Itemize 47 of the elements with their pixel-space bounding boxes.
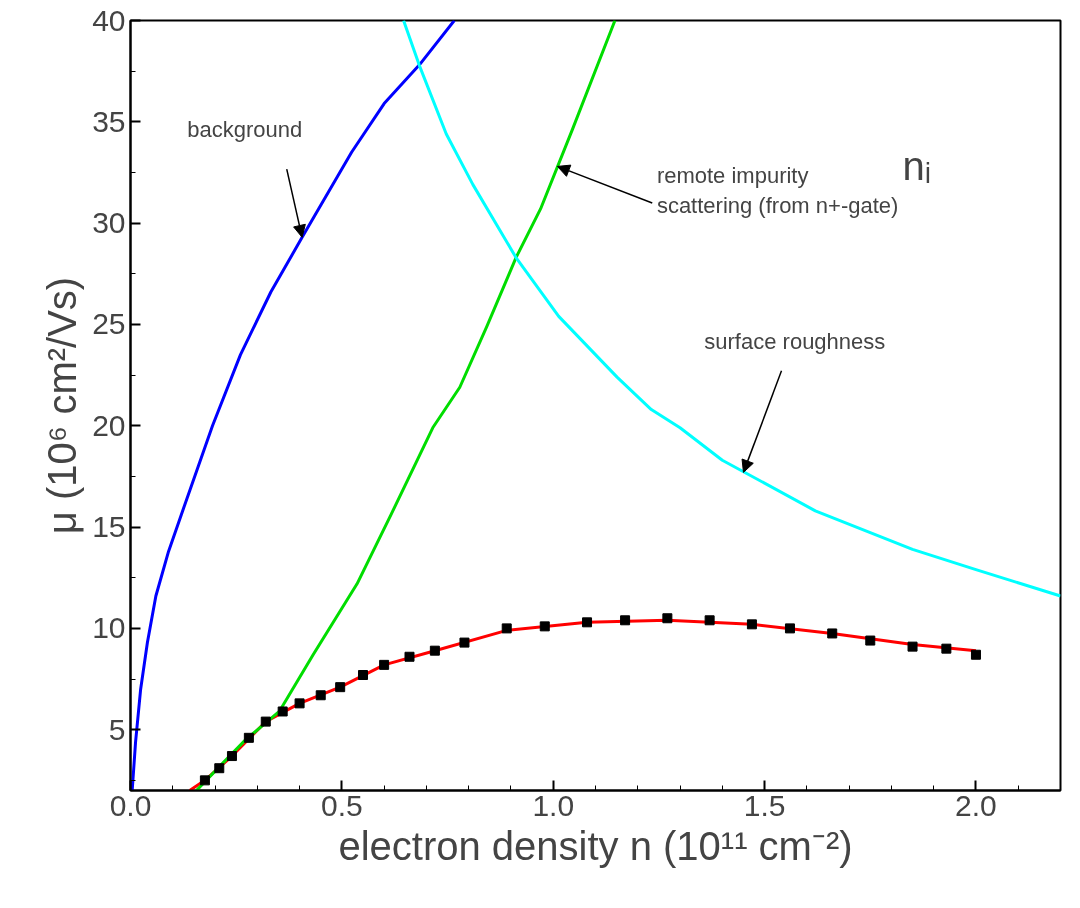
point	[294, 698, 305, 709]
point	[199, 775, 210, 786]
point	[865, 635, 876, 646]
point	[358, 670, 368, 680]
y-tick-label: 25	[92, 307, 126, 341]
y-tick-label: 5	[108, 712, 126, 746]
point	[459, 637, 470, 648]
annotation: remote impurity scattering (from n+-gate)	[656, 162, 899, 218]
point	[704, 615, 715, 626]
point	[746, 619, 757, 630]
y-tick-label: 15	[92, 510, 126, 544]
point	[970, 649, 981, 660]
point	[315, 690, 326, 701]
y-tick-label: 40	[92, 3, 126, 37]
x-tick-label: 2.0	[955, 788, 997, 822]
point	[827, 628, 838, 639]
x-tick-label: 1.0	[532, 788, 575, 822]
point	[404, 651, 415, 662]
y-axis-title: μ (10⁶ cm²/Vs)	[40, 276, 85, 535]
point	[335, 682, 346, 693]
y-tick-label: 20	[92, 408, 126, 442]
point	[429, 645, 440, 656]
point	[539, 621, 550, 632]
point	[662, 613, 673, 624]
point	[226, 751, 237, 762]
point	[260, 716, 271, 727]
x-tick-label: 0.5	[321, 788, 363, 822]
point	[277, 706, 288, 717]
point	[941, 643, 952, 654]
point	[582, 617, 593, 628]
annotation: surface roughness	[704, 328, 886, 354]
line-series	[402, 20, 1061, 598]
point	[784, 623, 795, 634]
point	[501, 623, 512, 634]
annotation: nᵢ	[902, 143, 931, 188]
x-axis-title: electron density n (10¹¹ cm⁻²)	[338, 823, 853, 868]
point	[243, 732, 254, 743]
y-tick-label: 30	[92, 206, 126, 240]
x-tick-label: 1.5	[743, 788, 786, 822]
point	[620, 615, 631, 626]
y-tick-label: 10	[92, 611, 126, 645]
point	[214, 763, 225, 774]
point	[907, 641, 918, 652]
point	[379, 659, 390, 670]
annotation: background	[187, 116, 303, 142]
x-tick-label: 0.0	[109, 788, 152, 822]
y-tick-label: 35	[92, 104, 126, 138]
